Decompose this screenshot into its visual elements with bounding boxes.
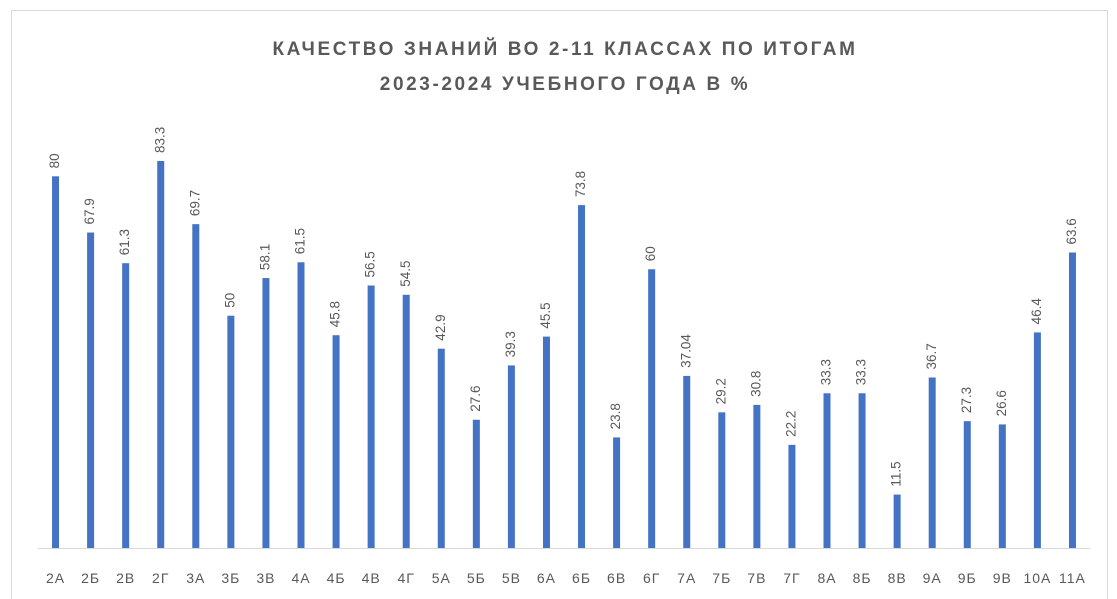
bar <box>437 348 445 548</box>
bar <box>823 393 831 548</box>
bar <box>753 404 761 548</box>
x-tick-label: 4Б <box>327 570 346 586</box>
bar <box>157 160 165 548</box>
x-tick-label: 6В <box>607 570 626 586</box>
bar <box>648 269 656 548</box>
bar <box>1033 332 1041 548</box>
x-tick-label: 11А <box>1059 570 1086 586</box>
data-label: 11.5 <box>889 461 904 486</box>
x-tick-label: 7Б <box>712 570 731 586</box>
data-label: 56.5 <box>363 251 378 277</box>
x-tick-label: 5В <box>502 570 521 586</box>
data-label: 83.3 <box>152 127 167 153</box>
x-tick-label: 8А <box>817 570 836 586</box>
x-tick-label: 6Б <box>572 570 591 586</box>
x-tick-label: 9Б <box>958 570 977 586</box>
data-label: 42.9 <box>433 314 448 340</box>
bar <box>858 393 866 548</box>
x-tick-label: 7А <box>677 570 696 586</box>
x-tick-label: 8В <box>888 570 907 586</box>
bar <box>332 335 340 548</box>
data-label: 61.5 <box>293 228 308 254</box>
data-label: 54.5 <box>398 261 413 287</box>
data-label: 63.6 <box>1064 218 1079 244</box>
bar <box>297 262 305 548</box>
bar <box>87 232 95 548</box>
x-tick-label: 9В <box>993 570 1012 586</box>
bar <box>683 375 691 548</box>
bar <box>718 412 726 548</box>
data-label: 37.04 <box>678 334 693 368</box>
x-tick-label: 4А <box>291 570 310 586</box>
data-label: 22.2 <box>783 411 798 437</box>
chart-title: КАЧЕСТВО ЗНАНИЙ ВО 2-11 КЛАССАХ ПО ИТОГА… <box>272 38 857 60</box>
bar <box>52 176 60 548</box>
data-label: 67.9 <box>82 198 97 224</box>
bar <box>542 336 550 548</box>
chart-frame <box>11 10 1108 599</box>
bar <box>192 224 200 548</box>
x-tick-label: 4Г <box>398 570 415 586</box>
x-tick-label: 3А <box>186 570 205 586</box>
bar <box>928 377 936 548</box>
bar <box>262 278 270 548</box>
data-label: 58.1 <box>257 244 272 270</box>
data-label: 61.3 <box>117 229 132 255</box>
bar <box>893 494 901 548</box>
bar <box>122 263 130 548</box>
data-label: 60 <box>643 246 658 261</box>
chart-title: 2023-2024 УЧЕБНОГО ГОДА В % <box>380 74 750 95</box>
bar <box>402 294 410 548</box>
data-label: 29.2 <box>713 378 728 404</box>
data-label: 80 <box>47 153 62 168</box>
data-label: 27.3 <box>959 387 974 413</box>
data-label: 33.3 <box>854 359 869 385</box>
data-label: 45.8 <box>328 301 343 327</box>
bar <box>578 205 586 549</box>
data-label: 45.5 <box>538 302 553 328</box>
x-tick-label: 2В <box>116 570 135 586</box>
x-tick-label: 7Г <box>783 570 800 586</box>
x-tick-label: 5Б <box>467 570 486 586</box>
x-tick-label: 2Г <box>152 570 169 586</box>
x-tick-label: 3В <box>256 570 275 586</box>
data-label: 39.3 <box>503 331 518 357</box>
bar <box>998 424 1006 548</box>
bar <box>507 365 515 548</box>
x-tick-label: 6А <box>537 570 556 586</box>
data-label: 36.7 <box>924 343 939 369</box>
x-tick-label: 5А <box>432 570 451 586</box>
x-tick-label: 2Б <box>81 570 100 586</box>
data-label: 27.6 <box>468 385 483 411</box>
x-tick-label: 8Б <box>853 570 872 586</box>
data-label: 46.4 <box>1029 298 1044 325</box>
x-tick-label: 6Г <box>643 570 660 586</box>
bar <box>367 285 375 548</box>
bar <box>788 444 796 548</box>
bar <box>227 315 235 548</box>
bar <box>613 437 621 548</box>
data-label: 73.8 <box>573 171 588 197</box>
x-tick-label: 10А <box>1023 570 1051 586</box>
bar <box>963 421 971 548</box>
data-label: 69.7 <box>187 190 202 216</box>
data-label: 30.8 <box>748 371 763 397</box>
data-label: 26.6 <box>994 390 1009 416</box>
x-tick-label: 2А <box>46 570 65 586</box>
data-label: 33.3 <box>819 359 834 385</box>
x-tick-label: 4В <box>362 570 381 586</box>
data-label: 50 <box>222 293 237 308</box>
bar <box>1068 252 1076 548</box>
x-tick-label: 9А <box>923 570 942 586</box>
x-tick-label: 7В <box>747 570 766 586</box>
data-label: 23.8 <box>608 403 623 429</box>
bar <box>472 419 480 548</box>
x-tick-label: 3Б <box>221 570 240 586</box>
